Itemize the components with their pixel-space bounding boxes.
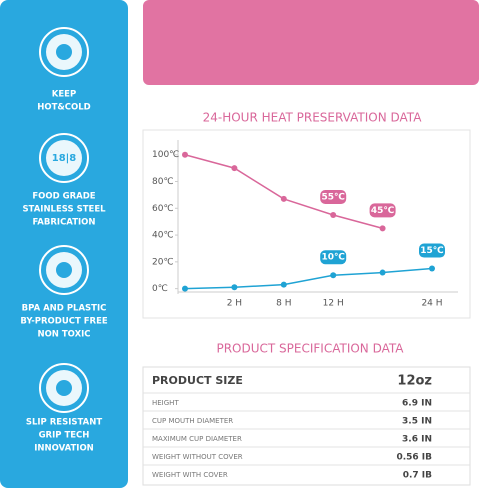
x-tick-label: 12 H — [323, 299, 344, 309]
data-label: 55℃ — [321, 192, 345, 202]
icon-glyph — [56, 262, 72, 278]
icon-glyph — [56, 44, 72, 60]
data-point — [182, 151, 188, 158]
data-point — [379, 225, 386, 232]
feature-label: BPA AND PLASTIC — [22, 304, 107, 314]
feature-icon — [39, 133, 89, 183]
data-label-bubble — [320, 250, 347, 265]
sidebar — [0, 0, 128, 488]
feature-label: BY-PRODUCT FREE — [20, 317, 108, 327]
series-line — [184, 267, 433, 290]
spec-value: 0.56 IB — [396, 453, 432, 463]
x-tick-label: 8 H — [276, 299, 291, 309]
y-tick-label: 40℃ — [152, 231, 174, 241]
icon-glyph — [56, 380, 72, 396]
data-point — [429, 265, 435, 272]
spec-label: WEIGHT WITHOUT COVER — [152, 453, 243, 461]
data-label-bubble — [320, 189, 347, 204]
feature-icon — [39, 245, 89, 295]
spec-value: 3.5 IN — [402, 417, 432, 427]
y-tick-label: 80℃ — [152, 177, 174, 187]
feature-icon — [39, 27, 89, 77]
spec-value: 0.7 IB — [403, 471, 432, 481]
feature-label: FOOD GRADE — [32, 192, 95, 202]
x-tick-label: 2 H — [227, 299, 242, 309]
spec-label: CUP MOUTH DIAMETER — [152, 417, 233, 425]
y-tick-label: 20℃ — [152, 257, 174, 267]
y-tick-label: 0℃ — [152, 284, 168, 294]
chart-frame — [142, 129, 471, 319]
spec-header: PRODUCT SIZE — [152, 374, 243, 387]
data-point — [280, 281, 287, 288]
data-label: 45℃ — [371, 206, 395, 216]
feature-icon — [39, 363, 89, 413]
feature-label: INNOVATION — [34, 444, 94, 454]
data-point — [182, 285, 188, 292]
feature-label: SLIP RESISTANT — [26, 418, 102, 428]
data-point — [330, 211, 337, 218]
feature-label: FABRICATION — [32, 218, 95, 228]
data-label: 15℃ — [420, 246, 444, 256]
spec-title: PRODUCT SPECIFICATION DATA — [216, 342, 404, 356]
y-tick-label: 60℃ — [152, 204, 174, 214]
data-point — [280, 195, 287, 202]
feature-label: HOT&COLD — [37, 103, 91, 113]
x-tick-label: 24 H — [421, 299, 442, 309]
feature-label: NON TOXIC — [37, 330, 90, 340]
spec-value: 6.9 IN — [402, 399, 432, 409]
y-tick-label: 100℃ — [152, 150, 179, 160]
spec-header-value: 12oz — [397, 374, 432, 389]
icon-text: 18|8 — [52, 153, 77, 164]
data-point — [330, 272, 337, 279]
feature-icon-inner — [46, 140, 82, 176]
data-label-bubble — [369, 203, 396, 218]
banner — [143, 0, 479, 85]
data-point — [231, 165, 238, 172]
spec-value: 3.6 IN — [402, 435, 432, 445]
feature-label: STAINLESS STEEL — [22, 205, 106, 215]
data-point — [231, 284, 238, 291]
spec-label: WEIGHT WITH COVER — [152, 471, 228, 479]
feature-label: KEEP — [52, 90, 76, 100]
spec-label: MAXIMUM CUP DIAMETER — [152, 435, 242, 443]
chart-title: 24-HOUR HEAT PRESERVATION DATA — [203, 111, 423, 125]
data-label: 10℃ — [321, 253, 345, 263]
data-label-bubble — [419, 243, 445, 258]
spec-label: HEIGHT — [152, 399, 179, 407]
feature-label: GRIP TECH — [39, 431, 90, 441]
data-point — [379, 269, 386, 276]
